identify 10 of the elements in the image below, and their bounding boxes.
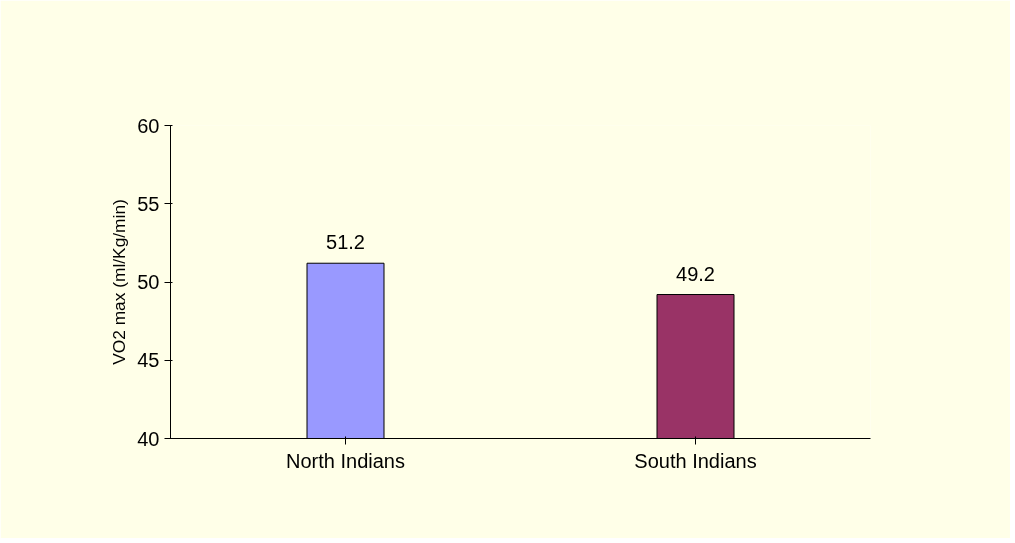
x-tick-label: North Indians xyxy=(286,449,405,472)
y-tick-label: 40 xyxy=(137,427,160,450)
data-label: 51.2 xyxy=(326,231,365,254)
y-tick-label: 55 xyxy=(137,192,160,215)
x-tick-label: South Indians xyxy=(634,449,757,472)
y-tick-label: 60 xyxy=(137,114,160,137)
data-label: 49.2 xyxy=(676,262,715,285)
y-tick-label: 45 xyxy=(137,349,160,372)
y-axis-title: VO2 max (ml/Kg/min) xyxy=(109,199,130,365)
y-tick-label: 50 xyxy=(137,271,160,293)
